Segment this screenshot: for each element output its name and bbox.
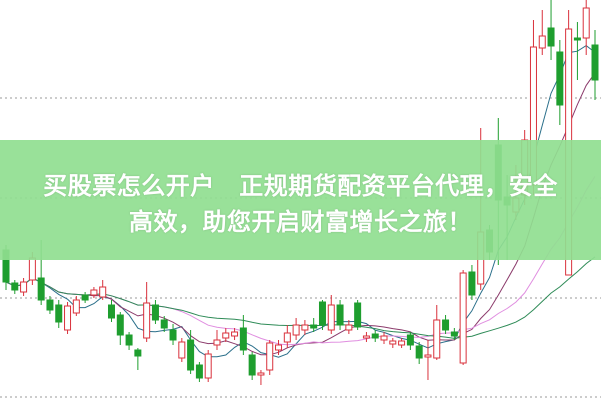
candle-body: [11, 282, 19, 291]
candle-body: [591, 44, 599, 81]
candle-body: [442, 319, 450, 331]
candle-body: [301, 324, 309, 331]
candle-body: [178, 341, 186, 359]
candle-body: [450, 331, 458, 337]
promo-banner: 买股票怎么开户 正规期货配资平台代理，安全 高效，助您开启财富增长之旅！: [0, 140, 601, 260]
candle-body: [582, 7, 590, 39]
candle-body: [380, 335, 388, 341]
candle-body: [318, 301, 326, 326]
candle-body: [90, 289, 98, 296]
candle-body: [81, 294, 89, 301]
candle-body: [468, 271, 476, 296]
candle-body: [345, 324, 353, 331]
candle-body: [55, 304, 63, 323]
banner-text-line-1: 买股票怎么开户 正规期货配资平台代理，安全: [43, 172, 558, 200]
banner-text-line-2: 高效，助您开启财富增长之旅！: [129, 208, 472, 236]
candle-body: [327, 304, 335, 331]
candle-body: [99, 286, 107, 298]
candle-body: [72, 299, 80, 314]
candle-body: [37, 277, 45, 301]
candle-body: [266, 342, 274, 371]
candle-body: [573, 37, 581, 41]
candle-body: [195, 364, 203, 379]
candle-body: [248, 354, 256, 376]
candle-body: [459, 272, 467, 364]
candle-body: [556, 51, 564, 106]
candle-body: [371, 333, 379, 339]
candle-body: [415, 345, 423, 359]
candle-body: [116, 314, 124, 336]
candle-body: [160, 319, 168, 329]
candle-body: [406, 334, 414, 346]
candle-body: [292, 324, 300, 336]
candle-body: [187, 339, 195, 371]
candle-body: [275, 344, 283, 351]
candle-body: [107, 304, 115, 319]
candle-body: [213, 339, 221, 346]
candle-body: [125, 334, 133, 346]
candle-body: [398, 340, 406, 346]
candle-body: [257, 372, 265, 376]
candle-body: [354, 302, 362, 328]
candle-body: [362, 335, 370, 339]
candle-body: [64, 305, 72, 331]
candle-body: [204, 353, 212, 379]
candle-body: [336, 304, 344, 326]
candle-body: [134, 349, 142, 357]
candle-body: [547, 27, 555, 47]
candle-body: [389, 340, 397, 345]
candle-body: [231, 331, 239, 337]
candle-body: [310, 324, 318, 329]
candle-body: [424, 354, 432, 358]
candle-body: [20, 281, 28, 293]
candle-body: [169, 329, 177, 341]
candle-body: [46, 299, 54, 311]
candle-body: [222, 332, 230, 339]
candle-body: [143, 302, 151, 339]
candle-body: [239, 327, 247, 351]
candle-body: [28, 257, 36, 281]
candle-body: [151, 304, 159, 321]
candle-body: [538, 35, 546, 49]
candle-body: [433, 319, 441, 359]
candle-body: [283, 332, 291, 343]
